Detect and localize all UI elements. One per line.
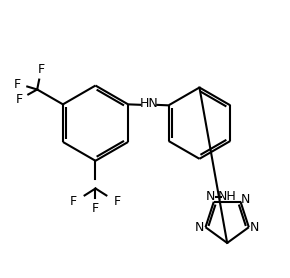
Text: F: F <box>14 78 21 91</box>
Text: N: N <box>206 190 215 203</box>
Text: N: N <box>195 221 204 234</box>
Text: F: F <box>38 63 45 76</box>
Text: N: N <box>250 221 260 234</box>
Text: F: F <box>92 202 99 215</box>
Text: F: F <box>16 93 23 106</box>
Text: N: N <box>241 193 250 206</box>
Text: NH: NH <box>217 190 236 203</box>
Text: HN: HN <box>140 97 159 110</box>
Text: F: F <box>70 195 77 208</box>
Text: F: F <box>114 195 121 208</box>
